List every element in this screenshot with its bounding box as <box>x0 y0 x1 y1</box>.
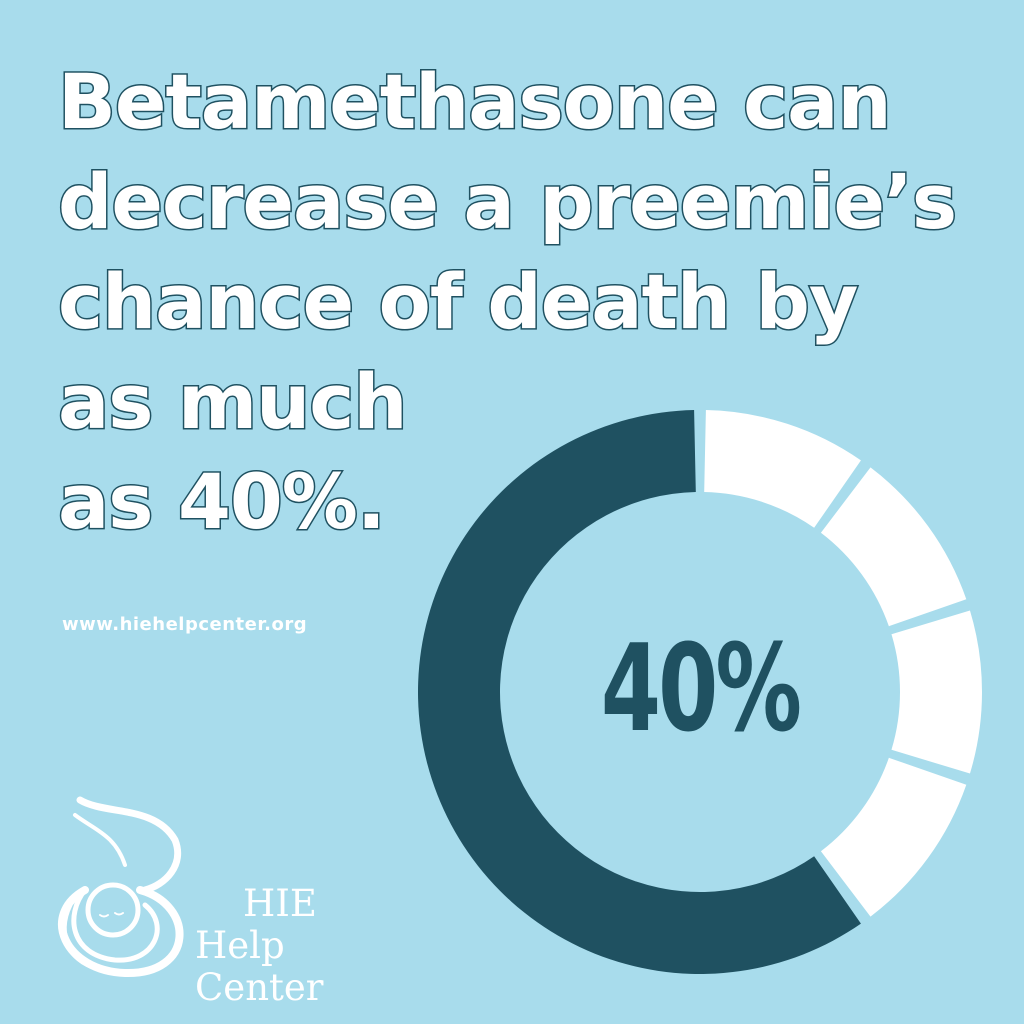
headline-line: decrease a preemie’s <box>56 156 958 248</box>
donut-segment-1 <box>704 410 861 528</box>
headline-line: as much <box>56 356 408 448</box>
donut-segment-3 <box>891 610 982 774</box>
donut-segment-5 <box>417 410 861 975</box>
donut-center-label: 40% <box>600 620 802 759</box>
website-url: www.hiehelpcenter.org <box>62 614 308 635</box>
logo: HIE Help Center <box>45 795 324 1009</box>
headline-line: chance of death by <box>56 256 859 348</box>
headline-line: as 40%. <box>56 456 387 548</box>
logo-text-help-center: Help Center <box>195 924 324 1009</box>
mother-holding-baby-icon <box>57 796 184 978</box>
headline: Betamethasone can decrease a preemie’s c… <box>56 52 958 552</box>
headline-line: Betamethasone can <box>56 56 893 148</box>
donut-segment-4 <box>820 757 967 917</box>
logo-text-hie: HIE <box>243 882 317 925</box>
donut-segment-2 <box>820 467 967 627</box>
